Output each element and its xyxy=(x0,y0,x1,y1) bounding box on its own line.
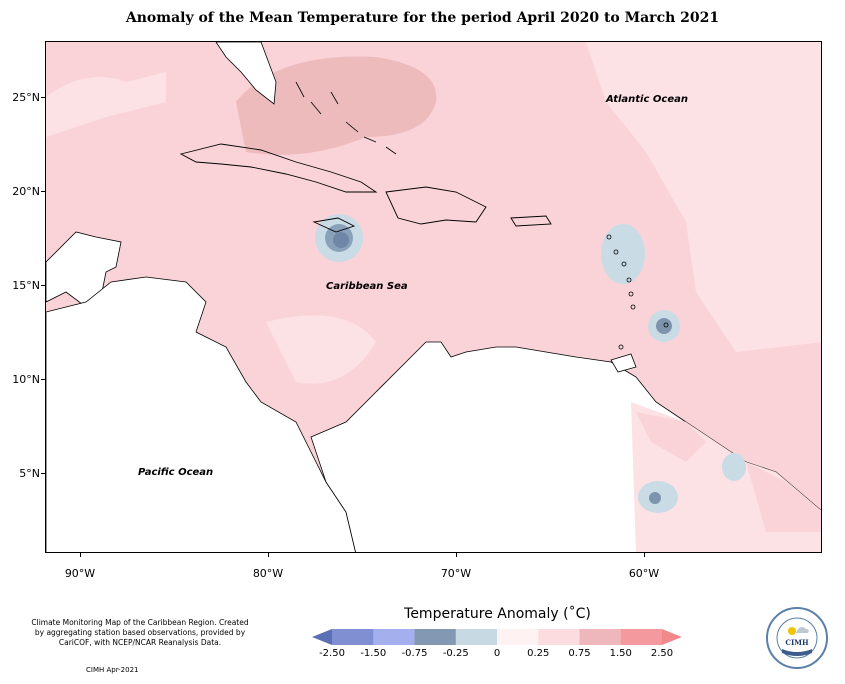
sun-icon xyxy=(788,627,796,635)
legend-tick-label: 0.75 xyxy=(568,648,591,659)
legend-arrow-high xyxy=(662,629,682,645)
legend-tick-label: 1.50 xyxy=(609,648,632,659)
lat-tick xyxy=(41,285,45,286)
lat-label-25n: 25°N xyxy=(12,91,40,104)
cold-anomaly-guadeloupe xyxy=(601,224,645,284)
legend-title: Temperature Anomaly (˚C) xyxy=(404,606,591,622)
map-description: Climate Monitoring Map of the Caribbean … xyxy=(31,618,249,647)
lat-tick xyxy=(41,191,45,192)
lat-tick xyxy=(41,473,45,474)
cold-anomaly-jamaica-core xyxy=(333,232,349,248)
legend-tick-label: 2.50 xyxy=(650,648,674,659)
legend-tick-label: -2.50 xyxy=(319,648,345,659)
cloud-icon xyxy=(796,627,809,633)
lon-label-60w: 60°W xyxy=(628,567,660,580)
cold-anomaly-suriname xyxy=(722,453,746,481)
map-title: Anomaly of the Mean Temperature for the … xyxy=(125,10,720,26)
land-anomaly-venezuela-east xyxy=(636,412,706,462)
land-yucatan xyxy=(46,231,122,308)
legend-swatch xyxy=(373,629,415,645)
map-credit: CIMH Apr-2021 xyxy=(86,666,139,674)
legend-tick-labels: -2.50 -1.50 -0.75 -0.25 0 0.25 0.75 1.50 2.50 xyxy=(312,648,682,662)
legend-swatch xyxy=(620,629,663,645)
wave-icon xyxy=(782,649,812,656)
legend-swatch xyxy=(579,629,622,645)
legend-tick-label: -0.25 xyxy=(442,648,469,659)
lon-tick xyxy=(80,553,81,557)
lon-label-90w: 90°W xyxy=(64,567,96,580)
lat-label-5n: 5°N xyxy=(19,467,40,480)
outline-bahamas xyxy=(295,81,397,155)
land-trinidad xyxy=(610,353,637,373)
lat-tick xyxy=(41,97,45,98)
legend-tick-label: -0.75 xyxy=(401,648,428,659)
land-florida xyxy=(215,42,277,105)
lat-label-20n: 20°N xyxy=(12,185,40,198)
legend-tick-label: 0 xyxy=(493,648,501,659)
anomaly-map xyxy=(46,42,821,552)
legend-swatch xyxy=(538,629,580,645)
legend-tick-label: 0.25 xyxy=(527,648,550,659)
lon-tick xyxy=(456,553,457,557)
legend-swatch xyxy=(497,629,539,645)
outline-hispaniola xyxy=(385,186,487,225)
outline-cuba xyxy=(179,143,378,193)
lon-label-80w: 80°W xyxy=(252,567,284,580)
lat-tick xyxy=(41,379,45,380)
legend-arrow-low xyxy=(312,629,332,645)
lon-tick xyxy=(644,553,645,557)
warm-anomaly-zone-bahamas xyxy=(236,56,437,155)
lat-label-10n: 10°N xyxy=(12,373,40,386)
outline-lesser-antilles xyxy=(606,234,669,350)
lat-label-15n: 15°N xyxy=(12,279,40,292)
label-pacific-ocean: Pacific Ocean xyxy=(138,467,214,478)
outline-jamaica xyxy=(312,217,356,233)
cold-anomaly-guyana-core xyxy=(649,492,661,504)
legend-swatches xyxy=(332,629,663,645)
cimh-logo-graphic: CIMH xyxy=(776,617,818,659)
color-legend xyxy=(312,629,682,645)
land-anomaly-guianas-warm xyxy=(746,462,821,532)
map-panel xyxy=(45,41,822,553)
logo-text: CIMH xyxy=(785,638,809,647)
lon-label-70w: 70°W xyxy=(440,567,472,580)
light-anomaly-zone-south xyxy=(266,315,376,384)
lon-tick xyxy=(268,553,269,557)
legend-tick-label: -1.50 xyxy=(360,648,387,659)
cimh-logo: CIMH xyxy=(766,607,828,669)
legend-swatch xyxy=(332,629,374,645)
light-anomaly-zone-atlantic xyxy=(586,42,821,352)
label-caribbean-sea: Caribbean Sea xyxy=(326,281,408,292)
outline-puerto-rico xyxy=(510,215,552,227)
light-anomaly-zone-gulf xyxy=(46,72,166,137)
label-atlantic-ocean: Atlantic Ocean xyxy=(606,94,688,105)
legend-swatch xyxy=(455,629,498,645)
legend-swatch xyxy=(414,629,457,645)
